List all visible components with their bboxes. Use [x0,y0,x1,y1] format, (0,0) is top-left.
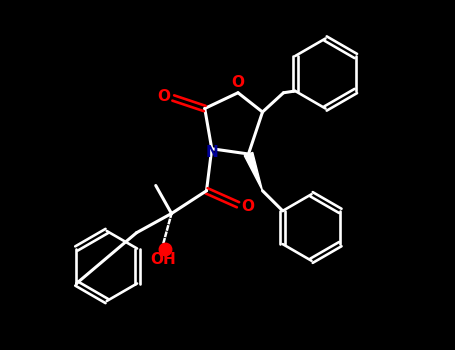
Text: OH: OH [150,252,176,267]
Text: N: N [205,145,218,160]
Text: O: O [157,89,170,104]
Polygon shape [244,152,263,191]
Text: O: O [241,199,254,214]
Text: O: O [232,75,244,90]
